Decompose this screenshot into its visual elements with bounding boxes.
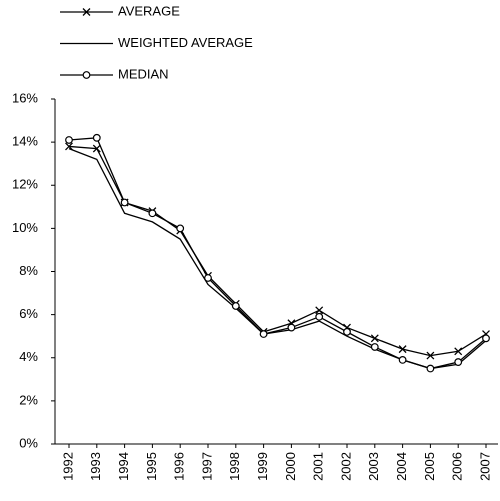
marker-circle (370, 343, 379, 351)
marker-x (426, 351, 435, 360)
y-tick-label: 10% (12, 220, 38, 235)
legend-marker (82, 8, 91, 16)
marker-x (92, 144, 101, 153)
x-tick-label: 2007 (477, 452, 492, 481)
legend-label: AVERAGE (118, 3, 180, 18)
x-tick-label: 1992 (60, 452, 75, 481)
y-tick-label: 14% (12, 134, 38, 149)
marker-circle (287, 323, 296, 332)
marker-circle (259, 330, 268, 338)
x-tick-label: 2002 (338, 452, 353, 481)
y-tick-label: 12% (12, 177, 38, 192)
x-tick-label: 1998 (227, 452, 242, 481)
x-tick-label: 1994 (116, 452, 131, 481)
x-tick-label: 1997 (199, 452, 214, 481)
y-tick-label: 0% (19, 435, 38, 450)
series-line (68, 147, 487, 370)
x-tick-label: 2003 (366, 452, 381, 481)
marker-circle (343, 327, 351, 336)
marker-x (65, 142, 73, 151)
x-tick-label: 1993 (88, 452, 103, 481)
x-tick-label: 1999 (255, 452, 270, 481)
legend-marker (82, 71, 91, 79)
marker-circle (65, 136, 73, 144)
legend-label: MEDIAN (118, 66, 169, 81)
marker-circle (231, 302, 240, 310)
marker-circle (454, 358, 463, 366)
x-tick-label: 1996 (172, 452, 187, 481)
y-tick-label: 8% (19, 263, 38, 278)
y-tick-label: 6% (19, 306, 38, 321)
series-line (68, 137, 487, 370)
y-tick-label: 2% (19, 392, 38, 407)
marker-circle (92, 133, 101, 142)
marker-x (370, 334, 379, 343)
marker-x (454, 347, 463, 356)
x-tick-label: 2006 (450, 452, 465, 481)
x-tick-label: 1995 (144, 452, 159, 481)
x-tick-label: 2004 (394, 452, 409, 481)
marker-circle (426, 364, 435, 373)
marker-circle (176, 224, 185, 233)
y-tick-label: 16% (12, 90, 38, 105)
marker-circle (398, 356, 407, 364)
y-tick-label: 4% (19, 349, 38, 364)
x-tick-label: 2001 (311, 452, 326, 481)
marker-circle (482, 334, 490, 343)
series-line (68, 145, 487, 357)
legend-label: WEIGHTED AVERAGE (118, 35, 253, 50)
marker-circle (148, 209, 157, 218)
marker-x (315, 306, 324, 315)
marker-circle (315, 312, 324, 321)
x-tick-label: 2005 (422, 452, 437, 481)
x-tick-label: 2000 (283, 452, 298, 481)
marker-x (398, 345, 407, 354)
marker-circle (120, 198, 129, 207)
marker-circle (204, 274, 212, 282)
